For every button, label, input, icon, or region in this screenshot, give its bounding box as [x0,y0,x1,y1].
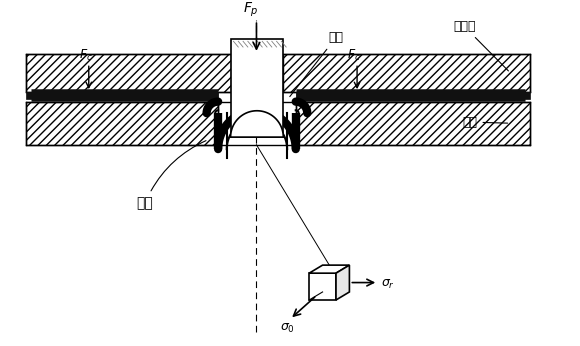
Bar [27,92,218,99]
Polygon shape [309,265,349,273]
Text: $\sigma_0$: $\sigma_0$ [280,322,295,335]
Bar [231,39,283,137]
Bar [296,102,530,145]
Text: 凹模: 凹模 [462,116,508,129]
Text: $F_c$: $F_c$ [79,47,93,63]
Bar [283,54,530,92]
Bar [27,54,231,92]
Bar [309,273,336,300]
Text: 制件: 制件 [137,140,206,210]
Polygon shape [231,111,283,137]
Text: $\sigma_r$: $\sigma_r$ [381,278,395,291]
Polygon shape [336,265,349,300]
Text: 压边圈: 压边圈 [453,20,509,71]
Text: $F_p$: $F_p$ [243,1,259,19]
Bar [296,92,530,99]
Bar [27,102,218,145]
Text: 凸模: 凸模 [290,31,343,97]
Text: $F_c$: $F_c$ [347,47,361,63]
